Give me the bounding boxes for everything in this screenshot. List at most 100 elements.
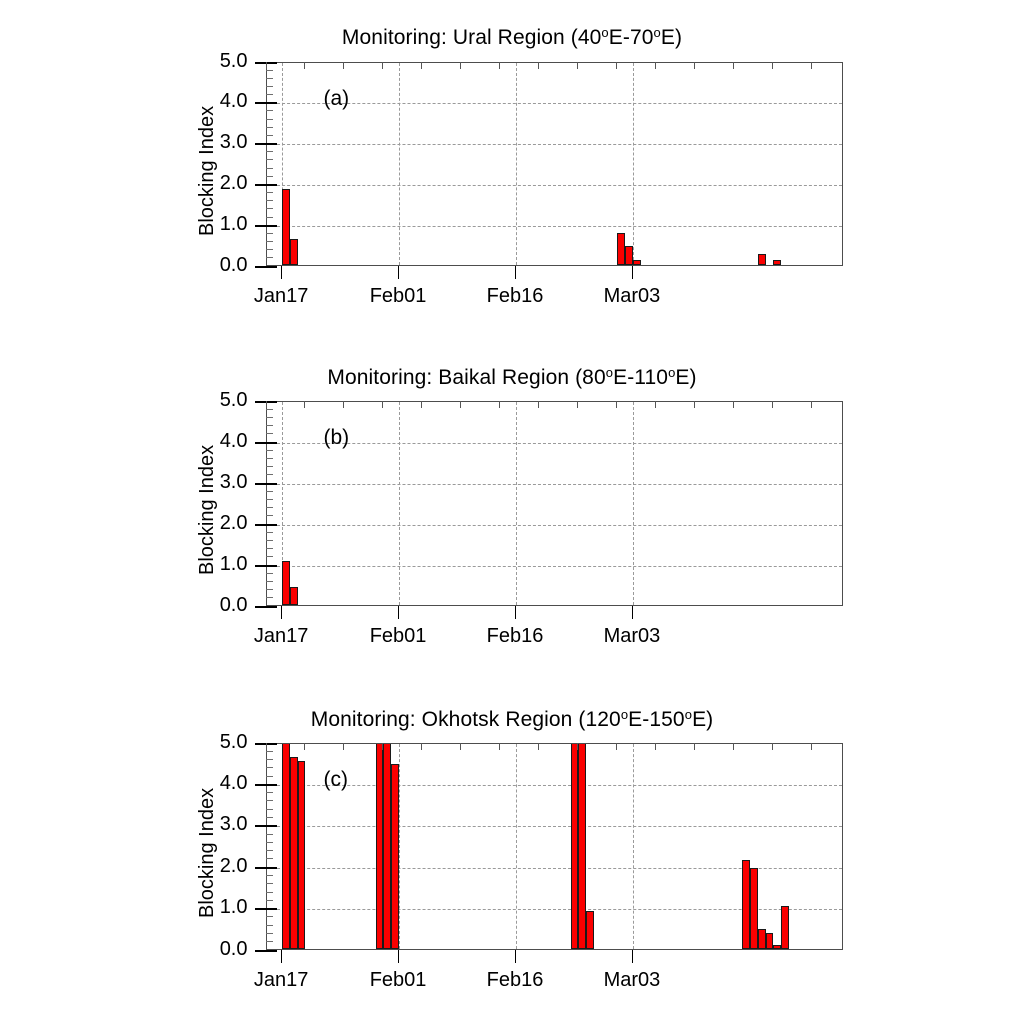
- y-axis-tick-label: 3.0: [219, 470, 248, 493]
- panel-title-text-start: Monitoring: Okhotsk Region (120: [310, 708, 621, 731]
- x-axis-minor-tick: [382, 400, 384, 408]
- x-axis-minor-tick: [421, 61, 423, 69]
- y-axis-major-tick: [254, 523, 277, 526]
- panel-tag-3: (c): [323, 767, 349, 791]
- bar: [765, 933, 774, 949]
- x-axis-major-tick: [515, 949, 516, 963]
- gridline-vertical: [282, 401, 284, 605]
- y-axis-minor-tick: [265, 759, 273, 761]
- x-axis-major-tick: [398, 265, 400, 279]
- bar: [570, 743, 579, 949]
- x-axis-minor-tick: [499, 400, 501, 408]
- y-axis-minor-tick: [265, 932, 273, 934]
- x-axis-minor-tick: [694, 61, 696, 69]
- x-axis-minor-tick: [343, 742, 345, 750]
- bar: [749, 867, 758, 949]
- y-axis-tick-label: 5.0: [219, 388, 248, 411]
- y-axis-minor-tick: [265, 192, 273, 194]
- gridline-vertical: [632, 743, 634, 949]
- plot-area-1: [265, 61, 843, 266]
- bar: [578, 743, 587, 949]
- bar: [781, 905, 789, 949]
- y-axis-minor-tick: [265, 767, 273, 769]
- x-axis-tick-label: Mar03: [603, 624, 661, 647]
- y-axis-minor-tick: [265, 69, 273, 71]
- x-axis-minor-tick: [343, 400, 345, 408]
- bar: [282, 561, 290, 605]
- x-axis-minor-tick: [460, 400, 462, 408]
- bar: [289, 239, 298, 265]
- degree-symbol-icon: o: [620, 707, 629, 722]
- gridline-vertical: [516, 401, 517, 605]
- x-axis-minor-tick: [811, 400, 813, 408]
- x-axis-minor-tick: [694, 742, 696, 750]
- panel-tag-2: (b): [323, 425, 350, 449]
- gridline-horizontal: [266, 103, 842, 105]
- x-axis-minor-tick: [772, 742, 774, 750]
- bar: [617, 233, 626, 265]
- y-axis-minor-tick: [265, 924, 273, 926]
- x-axis-minor-tick: [382, 61, 384, 69]
- bar: [289, 756, 298, 949]
- y-axis-minor-tick: [265, 474, 273, 476]
- y-axis-minor-tick: [265, 800, 273, 802]
- x-axis-minor-tick: [538, 61, 540, 69]
- x-axis-tick-label: Feb16: [486, 624, 544, 647]
- y-axis-minor-tick: [265, 808, 273, 810]
- x-axis-tick-label: Mar03: [603, 284, 661, 307]
- y-axis-major-tick: [254, 605, 277, 608]
- bar: [773, 259, 782, 265]
- gridline-horizontal: [266, 867, 842, 869]
- y-axis-minor-tick: [265, 408, 273, 410]
- y-axis-minor-tick: [265, 507, 273, 509]
- panel-title-1: Monitoring: Ural Region (40oE-70oE): [0, 26, 1024, 50]
- y-axis-minor-tick: [265, 151, 273, 153]
- y-axis-tick-label: 4.0: [219, 90, 248, 113]
- y-axis-major-tick: [254, 224, 277, 227]
- panel-title-text-start: Monitoring: Baikal Region (80: [327, 366, 606, 389]
- y-axis-minor-tick: [265, 899, 273, 901]
- bar: [757, 254, 766, 265]
- y-axis-tick-label: 4.0: [219, 771, 248, 794]
- x-axis-minor-tick: [538, 742, 540, 750]
- y-axis-minor-tick: [265, 85, 273, 87]
- y-axis-minor-tick: [265, 416, 273, 418]
- y-axis-tick-label: 0.0: [219, 937, 248, 960]
- y-axis-major-tick: [254, 866, 277, 869]
- x-axis-minor-tick: [382, 742, 384, 750]
- x-axis-minor-tick: [655, 400, 657, 408]
- y-axis-tick-label: 1.0: [219, 552, 248, 575]
- panel-title-text-end: E): [675, 366, 697, 389]
- gridline-vertical: [399, 743, 401, 949]
- plot-area-2: [265, 400, 843, 606]
- bar: [625, 246, 633, 265]
- y-axis-minor-tick: [265, 556, 273, 558]
- gridline-horizontal: [266, 144, 842, 146]
- y-axis-minor-tick: [265, 457, 273, 459]
- y-axis-minor-tick: [265, 775, 273, 777]
- x-axis-minor-tick: [811, 742, 813, 750]
- y-axis-tick-label: 4.0: [219, 429, 248, 452]
- x-axis-tick-label: Feb01: [369, 284, 427, 307]
- panel-title-text-start: Monitoring: Ural Region (40: [341, 26, 602, 49]
- y-axis-minor-tick: [265, 858, 273, 860]
- y-axis-minor-tick: [265, 134, 273, 136]
- y-axis-minor-tick: [265, 208, 273, 210]
- x-axis-minor-tick: [265, 742, 267, 750]
- x-axis-major-tick: [281, 605, 283, 619]
- bar: [391, 764, 400, 949]
- y-axis-label-3: Blocking Index: [196, 787, 218, 918]
- x-axis-major-tick: [515, 265, 516, 279]
- y-axis-major-tick: [254, 61, 277, 64]
- gridline-horizontal: [266, 225, 842, 227]
- y-axis-minor-tick: [265, 750, 273, 752]
- y-axis-major-tick: [254, 908, 277, 911]
- degree-symbol-icon: o: [601, 25, 609, 40]
- y-axis-minor-tick: [265, 257, 273, 259]
- x-axis-minor-tick: [655, 61, 657, 69]
- y-axis-minor-tick: [265, 241, 273, 243]
- y-axis-minor-tick: [265, 817, 273, 819]
- gridline-vertical: [282, 62, 284, 265]
- x-axis-minor-tick: [343, 61, 345, 69]
- x-axis-tick-label: Feb01: [369, 968, 427, 991]
